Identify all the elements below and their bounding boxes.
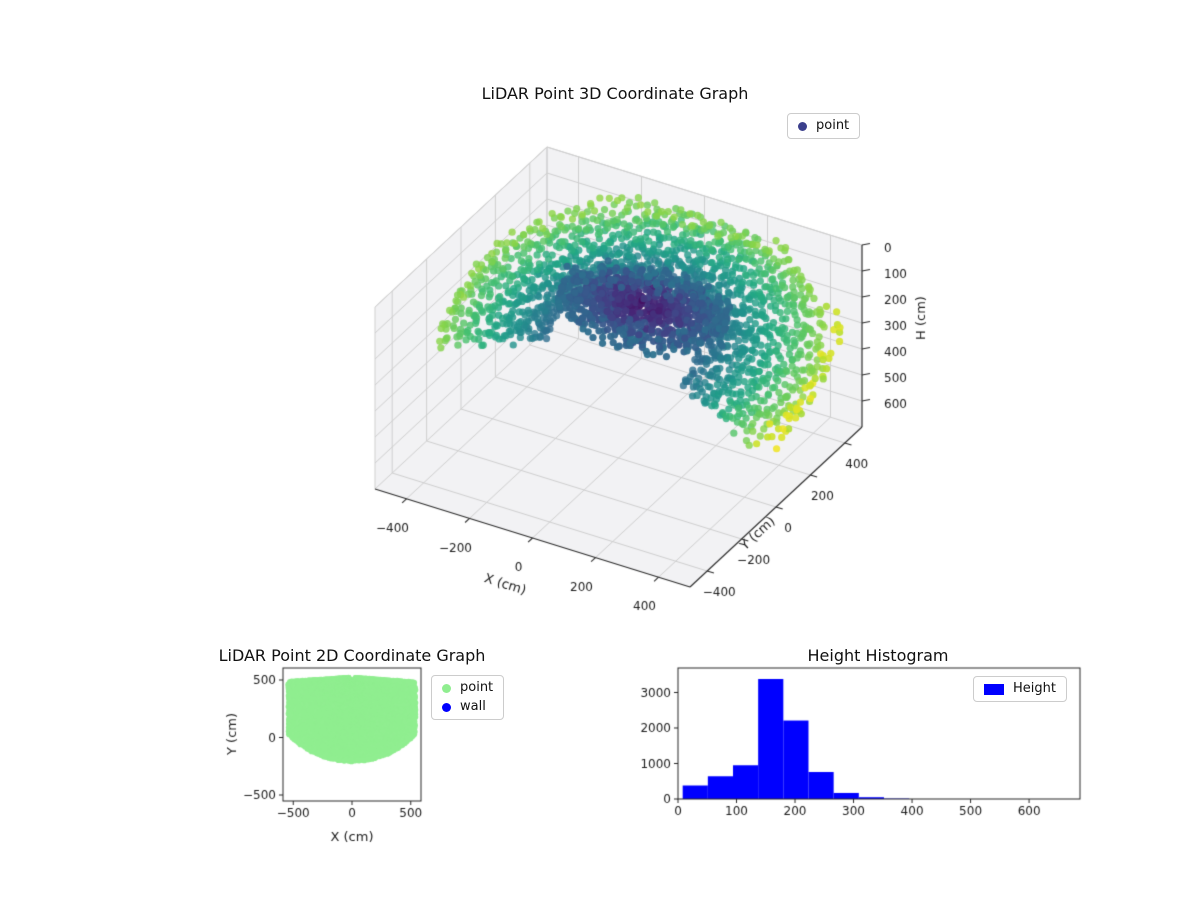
legend-item-point-3d: point (798, 119, 849, 133)
legend-label-point-2d: point (460, 680, 494, 695)
legend-label-wall-2d: wall (460, 699, 486, 714)
wall-marker-icon (442, 702, 451, 712)
plot3d-title: LiDAR Point 3D Coordinate Graph (481, 84, 749, 103)
legend-item-wall-2d: wall (442, 700, 493, 714)
plot2d-title: LiDAR Point 2D Coordinate Graph (218, 646, 486, 665)
plot2d-legend: point wall (431, 675, 505, 720)
hist-legend: Height (973, 676, 1067, 702)
height-swatch-icon (984, 683, 1004, 695)
point-2d-marker-icon (442, 683, 451, 693)
legend-label-point-3d: point (816, 118, 850, 133)
hist-title: Height Histogram (807, 646, 949, 665)
legend-label-height: Height (1013, 681, 1056, 696)
point-marker-icon (798, 121, 807, 131)
legend-item-height: Height (984, 682, 1056, 696)
legend-item-point-2d: point (442, 681, 493, 695)
plot3d-legend: point (787, 113, 861, 139)
